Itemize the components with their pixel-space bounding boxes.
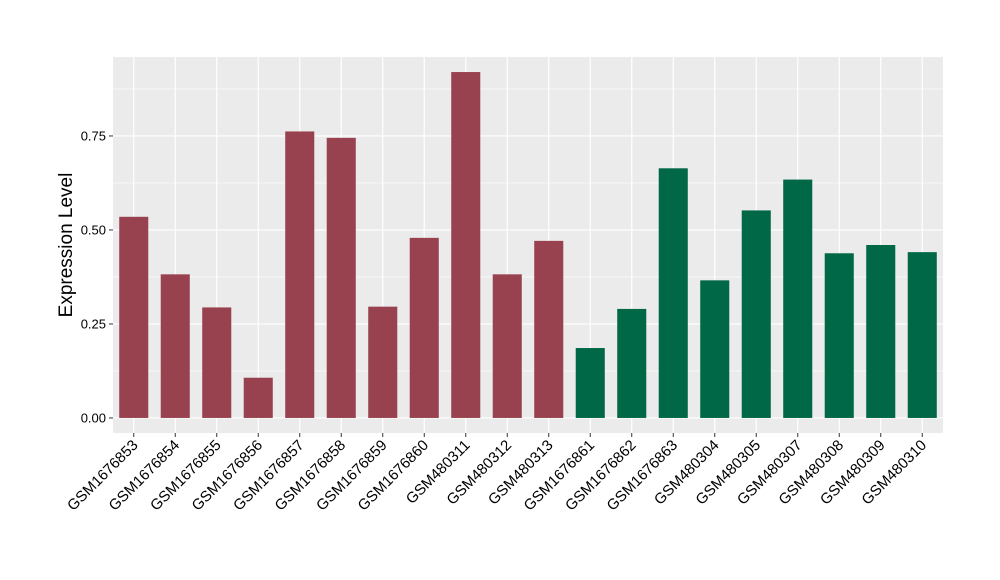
bar-GSM480307	[783, 179, 813, 418]
bar-GSM1676862	[617, 308, 647, 418]
bar-GSM480310	[907, 252, 937, 418]
x-axis: GSM1676853GSM1676854GSM1676855GSM1676856…	[64, 433, 930, 514]
bar-GSM1676855	[202, 307, 232, 418]
bars	[119, 72, 937, 418]
bar-GSM1676853	[119, 216, 149, 418]
y-axis: 0.00 0.25 0.50 0.75	[81, 128, 113, 425]
bar-GSM1676856	[243, 377, 273, 418]
bar-GSM480312	[492, 274, 522, 418]
bar-GSM480313	[534, 240, 564, 418]
bar-GSM1676861	[575, 348, 605, 418]
bar-GSM1676863	[658, 168, 688, 418]
bar-GSM1676860	[409, 237, 439, 418]
y-tick-label: 0.00	[81, 410, 106, 425]
x-tick-label: GSM1676853	[64, 437, 141, 514]
bar-GSM1676858	[326, 137, 356, 418]
y-tick-label: 0.25	[81, 316, 106, 331]
plot-panel	[113, 57, 943, 433]
y-tick-label: 0.75	[81, 128, 106, 143]
bar-GSM480305	[741, 210, 771, 418]
y-axis-title: Expression Level	[56, 173, 77, 318]
bar-GSM480309	[866, 245, 896, 418]
bar-GSM480308	[824, 253, 854, 418]
bar-GSM1676857	[285, 131, 315, 418]
bar-GSM1676859	[368, 306, 398, 418]
bar-GSM480311	[451, 72, 481, 418]
bar-GSM480304	[700, 280, 730, 418]
bar-GSM1676854	[160, 274, 190, 418]
y-tick-label: 0.50	[81, 222, 106, 237]
